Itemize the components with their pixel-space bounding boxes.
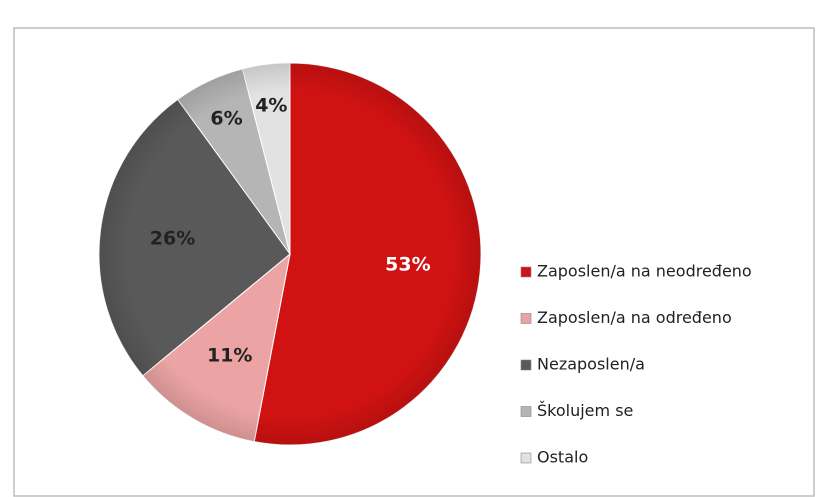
data-label: 11% [207, 344, 252, 366]
legend-label: Školujem se [537, 401, 633, 420]
data-label: 53% [385, 254, 430, 276]
legend-label: Nezaposlen/a [537, 355, 645, 374]
legend-label: Zaposlen/a na neodređeno [537, 262, 752, 281]
legend-marker [520, 266, 532, 278]
legend-label: Zaposlen/a na određeno [537, 308, 732, 327]
data-label: 4% [255, 95, 287, 117]
data-label: 6% [210, 108, 242, 130]
legend-marker [520, 452, 532, 464]
data-label: 26% [150, 228, 195, 250]
legend-marker [520, 406, 532, 417]
legend-label: Ostalo [537, 448, 588, 467]
legend-marker [520, 359, 532, 371]
legend-marker [520, 313, 532, 324]
